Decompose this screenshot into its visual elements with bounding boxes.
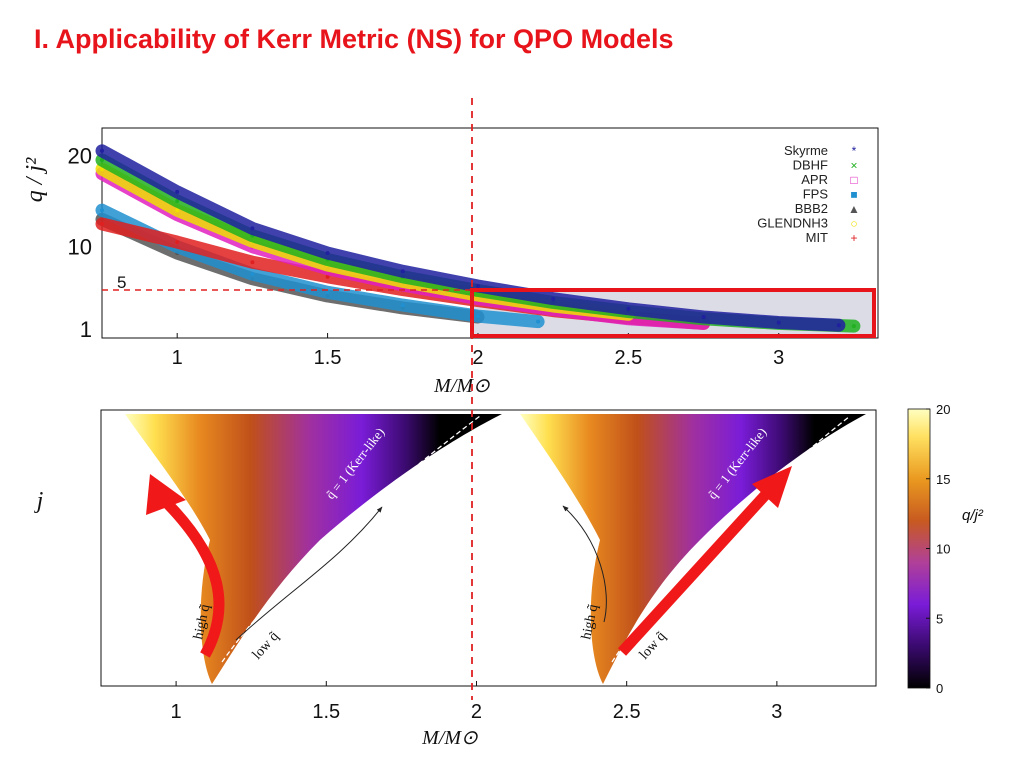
top-y-label: q / j²	[22, 157, 48, 202]
high-label-left: high q̃	[191, 603, 213, 641]
scatter-point	[100, 167, 104, 172]
bottom-y-label: j	[34, 488, 44, 514]
bottom-x-tick-label: 3	[771, 701, 782, 723]
scatter-point	[476, 314, 480, 319]
high-arrow-right	[562, 505, 607, 623]
top-x-tick-label: 3	[773, 347, 784, 369]
bottom-heatmap-chart: q̃ = 1 (Kerr-like) q̃ = 1 (Kerr-like) hi…	[34, 409, 877, 749]
legend-label-glendnh3: GLENDNH3	[757, 216, 828, 231]
scatter-point	[325, 251, 330, 256]
scatter-point	[100, 148, 104, 153]
scatter-point	[175, 199, 180, 203]
scatter-point	[175, 208, 180, 213]
kerr-line-right	[611, 415, 851, 663]
bottom-x-ticks: 1 1.5 2 2.5 3	[171, 681, 782, 723]
scatter-point	[400, 269, 405, 274]
legend-label-skyrme: Skyrme	[784, 143, 828, 158]
bottom-x-label: M/M⊙	[421, 727, 478, 749]
kerr-line-left	[221, 415, 481, 663]
colorbar-tick-label: 10	[936, 542, 950, 557]
bottom-x-tick-label: 2.5	[613, 701, 641, 723]
heatmap-wedge-right	[520, 414, 866, 684]
scatter-point	[851, 324, 856, 329]
legend-marker-skyrme: *	[852, 144, 857, 158]
legend-label-bbb2: BBB2	[795, 201, 828, 216]
bottom-x-tick-label: 1.5	[312, 701, 340, 723]
bottom-x-tick-label: 1	[171, 701, 182, 723]
scatter-point	[400, 303, 405, 308]
scatter-point	[551, 296, 556, 301]
scatter-point	[325, 274, 330, 279]
scatter-point	[100, 158, 104, 162]
legend-marker-apr: □	[850, 173, 857, 187]
low-arrow-left	[235, 506, 383, 641]
top-y-tick-label: 10	[68, 235, 92, 260]
legend-label-mit: MIT	[806, 230, 828, 245]
top-scatter-chart: 1 1.5 2 2.5 3 1 10 20 5 Skyrme * DBHF × APR □ FPS ■ BB…	[22, 127, 879, 397]
scatter-point	[776, 320, 781, 325]
colorbar: 0 5 10 15 20 q/j²	[907, 402, 984, 696]
y5-annotation: 5	[117, 273, 126, 292]
scatter-point	[250, 226, 255, 231]
scatter-point	[175, 189, 180, 194]
colorbar-tick-label: 0	[936, 681, 943, 696]
red-arrow-low	[617, 488, 773, 656]
high-label-right: high q̃	[579, 603, 601, 641]
top-y-tick-label: 20	[68, 143, 92, 168]
scatter-point	[536, 319, 541, 324]
scatter-point	[175, 240, 180, 245]
red-arrow-low-head	[752, 466, 792, 508]
scatter-point	[701, 315, 706, 319]
scatter-point	[626, 306, 631, 311]
colorbar-ticks: 0 5 10 15 20	[926, 402, 950, 696]
scatter-point	[100, 221, 104, 226]
top-x-tick-label: 2.5	[614, 347, 642, 369]
legend-label-apr: APR	[801, 172, 828, 187]
colorbar-tick-label: 15	[936, 472, 950, 487]
scatter-point	[836, 323, 841, 328]
legend: Skyrme * DBHF × APR □ FPS ■ BBB2 ▲ GLENDNH3 ○ MIT +	[757, 143, 860, 245]
top-x-label: M/M⊙	[433, 375, 490, 397]
scatter-point	[325, 290, 330, 295]
top-x-tick-label: 2	[472, 347, 483, 369]
colorbar-label: q/j²	[962, 507, 984, 524]
colorbar-tick-label: 20	[936, 402, 950, 417]
legend-marker-mit: +	[850, 231, 857, 245]
top-x-tick-label: 1.5	[314, 347, 342, 369]
red-arrow-high-head	[146, 474, 186, 515]
legend-marker-fps: ■	[850, 188, 857, 202]
scatter-point	[100, 208, 104, 213]
top-y-ticks: 1 10 20	[68, 143, 92, 341]
legend-label-dbhf: DBHF	[793, 158, 828, 173]
scatter-point	[250, 260, 255, 265]
scatter-point	[250, 272, 255, 277]
red-arrow-high	[158, 494, 225, 658]
legend-label-fps: FPS	[803, 187, 829, 202]
bottom-x-tick-label: 2	[471, 701, 482, 723]
legend-marker-glendnh3: ○	[850, 217, 857, 231]
legend-marker-bbb2: ▲	[848, 202, 860, 216]
top-y-tick-label: 1	[80, 317, 92, 342]
legend-marker-dbhf: ×	[850, 159, 857, 173]
top-x-tick-label: 1	[172, 347, 183, 369]
colorbar-tick-label: 5	[936, 611, 943, 626]
slide-title: I. Applicability of Kerr Metric (NS) for…	[34, 24, 674, 54]
scatter-point	[476, 284, 480, 288]
